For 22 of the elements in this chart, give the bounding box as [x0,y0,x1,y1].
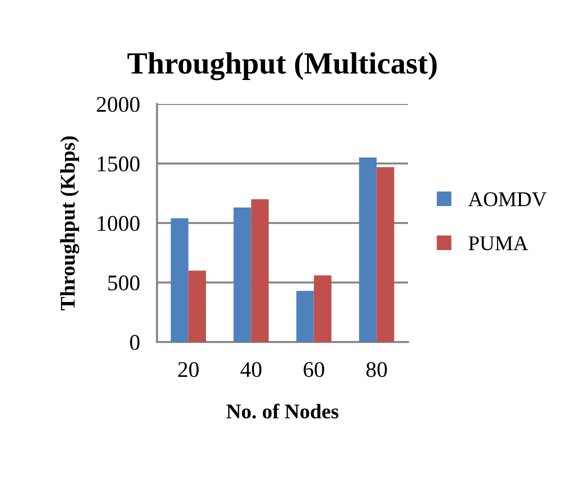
y-tick-label: 1000 [98,216,140,231]
x-tick-label: 40 [240,362,262,378]
bar [359,158,377,342]
bar [314,275,332,342]
y-tick-label: 0 [130,334,140,350]
legend-label: PUMA [468,236,528,250]
y-axis-title: Throughput (Kbps) [60,136,80,310]
bar [376,167,394,342]
x-tick-label: 80 [366,362,387,378]
x-tick-label: 20 [178,362,199,378]
y-tick-label: 500 [108,275,140,290]
x-tick-label: 60 [304,362,324,378]
chart-title: Throughput (Multicast) [127,52,437,80]
y-tick-label: 2000 [96,96,140,112]
bar [234,208,252,342]
x-axis-title: No. of Nodes [226,404,338,419]
bar [170,218,188,342]
bar [251,199,269,342]
bar [296,290,314,342]
legend-label: AOMDV [468,192,547,206]
bar [188,270,206,342]
y-tick-label: 1500 [98,156,140,172]
